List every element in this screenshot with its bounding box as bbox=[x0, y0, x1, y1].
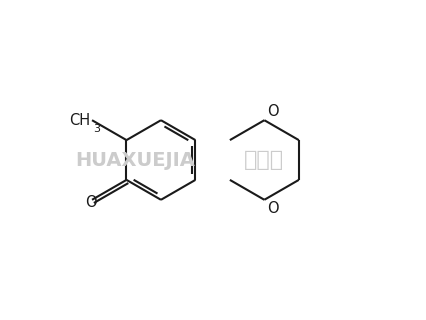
Text: CH: CH bbox=[69, 113, 90, 128]
Text: O: O bbox=[267, 104, 279, 119]
Text: HUAXUEJIA: HUAXUEJIA bbox=[75, 150, 195, 170]
Text: O: O bbox=[267, 201, 279, 216]
Text: O: O bbox=[85, 195, 97, 210]
Text: 化学加: 化学加 bbox=[244, 150, 284, 170]
Text: 3: 3 bbox=[93, 124, 100, 134]
